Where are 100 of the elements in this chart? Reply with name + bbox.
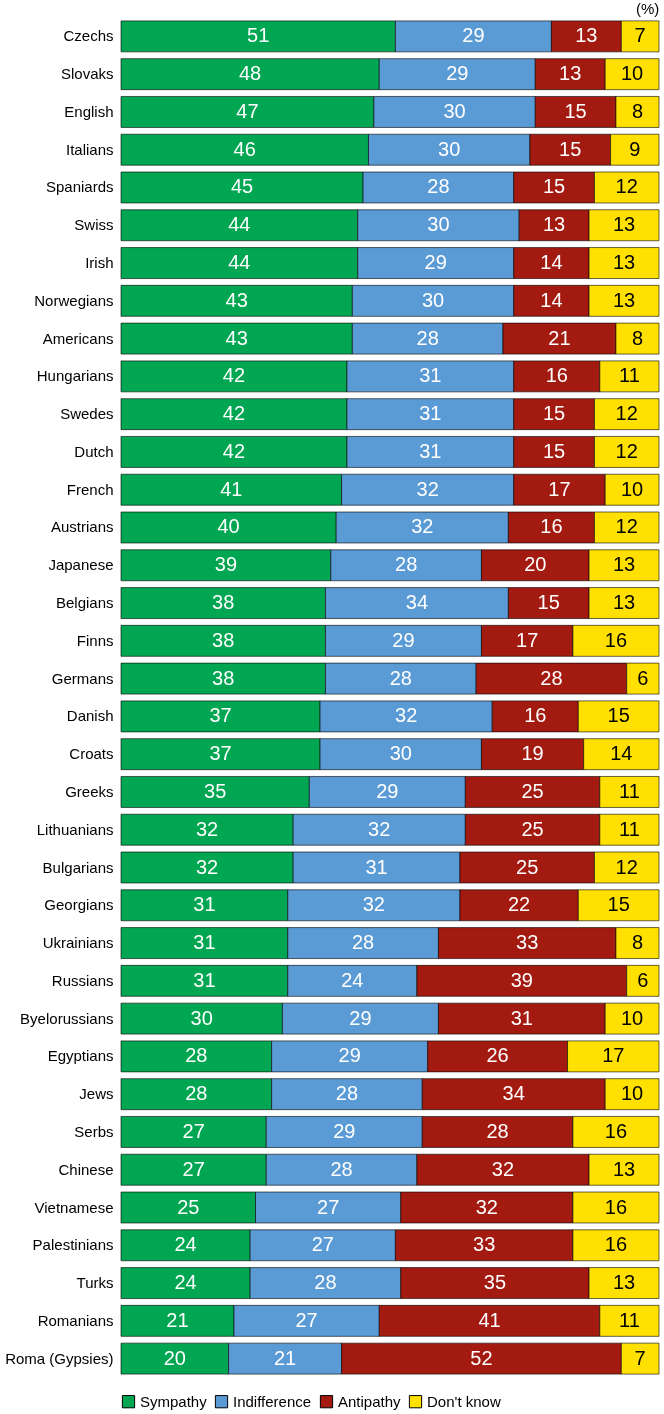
data-label: 28 (330, 1157, 353, 1180)
data-label: 13 (612, 1271, 636, 1294)
data-label: 6 (637, 666, 649, 689)
data-label: 27 (317, 1195, 340, 1218)
data-label: 51 (247, 24, 270, 47)
data-label: 37 (209, 704, 232, 727)
data-label: 35 (204, 779, 227, 802)
data-label: 11 (619, 364, 640, 387)
data-label: 29 (424, 251, 447, 274)
data-label: 15 (542, 402, 566, 425)
data-label: 8 (631, 99, 644, 122)
data-label: 14 (540, 288, 563, 311)
y-tick-label: Vietnamese (34, 1198, 114, 1216)
data-label: 17 (602, 1044, 625, 1067)
data-label: 13 (612, 288, 636, 311)
data-label: 26 (486, 1044, 509, 1067)
y-tick-label: Americans (42, 329, 114, 347)
data-label: 16 (604, 1233, 628, 1256)
data-label: 11 (619, 779, 640, 802)
data-label: 31 (419, 439, 442, 462)
data-label: 34 (405, 591, 429, 614)
y-tick-label: Spaniards (45, 178, 114, 196)
data-label: 28 (185, 1044, 208, 1067)
data-label: 29 (376, 779, 399, 802)
data-label: 8 (631, 326, 644, 349)
y-tick-label: Ukrainians (42, 934, 114, 952)
data-label: 15 (542, 439, 566, 462)
data-label: 37 (209, 742, 232, 765)
y-tick-label: Palestinians (32, 1236, 114, 1254)
y-tick-label: Serbs (74, 1122, 114, 1140)
y-tick-label: Greeks (65, 782, 114, 800)
data-label: 6 (637, 968, 649, 991)
y-tick-label: Austrians (50, 518, 114, 536)
data-label: 32 (491, 1157, 515, 1180)
data-label: 33 (473, 1233, 496, 1256)
data-label: 52 (470, 1346, 493, 1369)
y-tick-label: Lithuanians (36, 820, 114, 838)
data-label: 32 (195, 817, 219, 840)
y-tick-label: Czechs (63, 27, 114, 45)
y-tick-label: Dutch (74, 442, 114, 460)
y-tick-label: Russians (51, 971, 114, 989)
data-label: 24 (341, 968, 364, 991)
data-label: 38 (212, 591, 235, 614)
y-tick-label: Turks (76, 1274, 114, 1292)
data-label: 16 (540, 515, 563, 538)
data-label: 21 (273, 1346, 297, 1369)
data-label: 25 (521, 817, 544, 840)
data-label: 17 (548, 477, 571, 500)
data-label: 16 (604, 1195, 628, 1218)
y-tick-label: English (64, 102, 114, 120)
data-label: 28 (395, 553, 418, 576)
data-label: 29 (338, 1044, 361, 1067)
data-label: 12 (615, 515, 638, 538)
data-label: 16 (604, 1119, 628, 1142)
y-tick-label: Byelorussians (20, 1009, 114, 1027)
data-label: 27 (295, 1308, 318, 1331)
data-label: 31 (193, 893, 216, 916)
data-label: 29 (446, 62, 469, 85)
data-label: 22 (507, 893, 531, 916)
data-label: 9 (629, 137, 641, 160)
data-label: 10 (620, 1006, 644, 1029)
data-label: 17 (516, 628, 539, 651)
y-tick-label: Croats (69, 745, 114, 763)
data-label: 35 (483, 1271, 507, 1294)
data-label: 7 (634, 24, 646, 47)
y-tick-label: Georgians (44, 896, 114, 914)
data-label: 46 (233, 137, 256, 160)
y-tick-label: Irish (85, 254, 114, 272)
data-label: 31 (419, 402, 442, 425)
y-tick-label: Swedes (60, 405, 114, 423)
data-label: 13 (612, 591, 636, 614)
data-label: 16 (545, 364, 568, 387)
y-tick-label: Belgians (55, 594, 114, 612)
data-label: 28 (351, 931, 375, 954)
data-label: 31 (193, 931, 216, 954)
data-label: 12 (615, 855, 638, 878)
data-label: 21 (166, 1308, 189, 1331)
data-label: 10 (620, 477, 644, 500)
data-label: 14 (540, 251, 563, 274)
data-label: 20 (524, 553, 547, 576)
y-tick-label: Italians (65, 140, 114, 158)
data-label: 15 (559, 137, 582, 160)
data-label: 14 (610, 742, 633, 765)
data-label: 33 (516, 931, 539, 954)
data-label: 12 (615, 402, 638, 425)
data-label: 43 (225, 326, 248, 349)
data-label: 31 (510, 1006, 533, 1029)
data-label: 32 (195, 855, 219, 878)
annotation: (%) (635, 0, 660, 17)
data-label: 41 (478, 1308, 501, 1331)
data-label: 28 (335, 1082, 359, 1105)
data-label: 34 (502, 1082, 525, 1105)
data-label: 27 (311, 1233, 334, 1256)
data-label: 27 (182, 1119, 205, 1142)
data-label: 39 (214, 553, 238, 576)
data-label: 32 (395, 704, 418, 727)
y-tick-label: Egyptians (47, 1047, 114, 1065)
data-label: 15 (607, 893, 630, 916)
y-tick-label: Hungarians (36, 367, 114, 385)
data-label: 12 (615, 175, 638, 198)
